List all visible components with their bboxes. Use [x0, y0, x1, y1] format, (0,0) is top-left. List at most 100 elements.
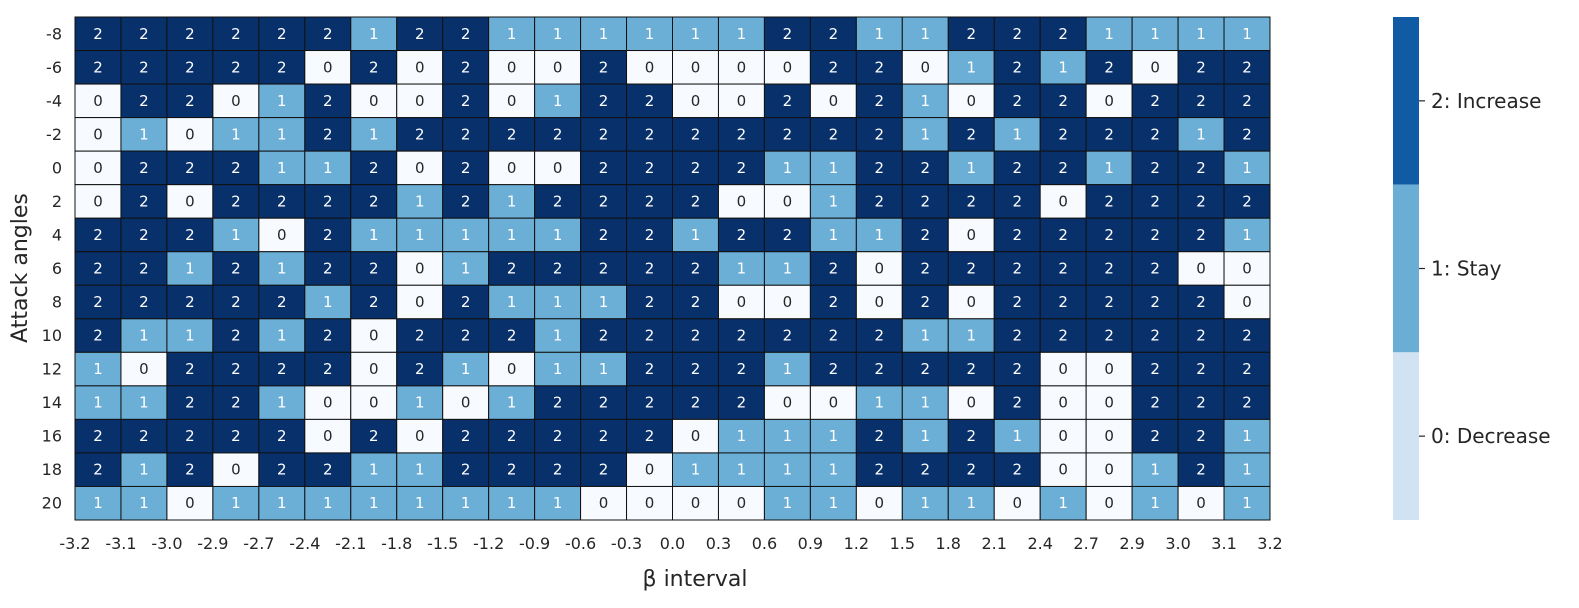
heatmap-cell — [993, 184, 1041, 219]
heatmap-cell — [1039, 351, 1087, 387]
heatmap-cell — [855, 485, 903, 521]
heatmap-cell — [1039, 452, 1087, 487]
heatmap-cell — [120, 16, 168, 52]
heatmap-cell-value: 2 — [1150, 125, 1160, 143]
heatmap-cell — [993, 83, 1041, 119]
heatmap-cell-value: 0 — [966, 394, 976, 412]
heatmap-cell — [258, 385, 306, 420]
heatmap-cell-value: 0 — [1104, 494, 1114, 512]
heatmap-cell-value: 2 — [553, 461, 563, 479]
heatmap-cell — [1131, 418, 1179, 454]
heatmap-cell-value: 0 — [231, 92, 241, 110]
heatmap-cell — [304, 452, 352, 487]
heatmap-cell-value: 1 — [737, 461, 747, 479]
heatmap-cell-value: 0 — [737, 92, 747, 110]
heatmap-cell-value: 1 — [369, 461, 379, 479]
heatmap-cell-value: 2 — [1150, 360, 1160, 378]
heatmap-cell-value: 2 — [691, 260, 701, 278]
heatmap-cell — [763, 418, 811, 454]
heatmap-cell-value: 2 — [599, 260, 609, 278]
heatmap-cell — [717, 318, 765, 353]
heatmap-cell-value: 1 — [783, 461, 793, 479]
heatmap-cell-value: 1 — [1242, 226, 1252, 244]
heatmap-cell — [672, 452, 719, 487]
heatmap-cell-value: 0 — [691, 494, 701, 512]
heatmap-cell-value: 1 — [875, 226, 885, 244]
x-tick-label: 1.5 — [890, 534, 915, 553]
heatmap-cell-value: 2 — [645, 159, 655, 177]
heatmap-cell — [993, 418, 1041, 454]
y-tick-label: 14 — [42, 393, 62, 412]
heatmap-cell — [1085, 452, 1133, 487]
heatmap-cell — [1177, 184, 1225, 219]
heatmap-cell-value: 0 — [1104, 394, 1114, 412]
heatmap-cell-value: 0 — [507, 92, 517, 110]
heatmap-cell — [166, 418, 214, 454]
heatmap-cell-value: 2 — [139, 25, 149, 43]
heatmap-cell-value: 1 — [966, 327, 976, 345]
heatmap-cell-value: 0 — [461, 394, 471, 412]
heatmap-cell-value: 2 — [875, 92, 885, 110]
heatmap-cell-value: 0 — [369, 327, 379, 345]
heatmap-cell-value: 2 — [1150, 293, 1160, 311]
x-tick-label: -3.1 — [105, 534, 136, 553]
heatmap-cell — [120, 184, 168, 219]
heatmap-cell-value: 2 — [93, 25, 103, 43]
heatmap-cell-value: 1 — [875, 394, 885, 412]
heatmap-cell-value: 1 — [507, 226, 517, 244]
heatmap-cell-value: 2 — [415, 25, 425, 43]
heatmap-cell — [488, 485, 536, 521]
heatmap-cell-value: 1 — [921, 327, 931, 345]
heatmap-cell — [855, 452, 903, 487]
heatmap-cell-value: 2 — [369, 192, 379, 210]
heatmap-cell — [626, 318, 673, 353]
heatmap-cell — [74, 351, 122, 387]
heatmap-cell — [901, 16, 949, 52]
heatmap-cell-value: 1 — [1242, 494, 1252, 512]
heatmap-cell-value: 2 — [691, 360, 701, 378]
heatmap-cell — [1131, 150, 1179, 186]
heatmap-cell — [1177, 318, 1225, 353]
heatmap-cell-value: 2 — [875, 58, 885, 76]
heatmap-cell — [304, 217, 352, 253]
heatmap-cell-value: 2 — [875, 159, 885, 177]
heatmap-cell-value: 2 — [599, 125, 609, 143]
heatmap-cell — [212, 351, 260, 387]
heatmap-cell — [304, 418, 352, 454]
heatmap-cell-value: 2 — [231, 327, 241, 345]
heatmap-cell-value: 0 — [829, 394, 839, 412]
heatmap-cell — [672, 16, 719, 52]
heatmap-cell-value: 1 — [507, 25, 517, 43]
heatmap-cell — [74, 16, 122, 52]
heatmap-cell — [74, 184, 122, 219]
heatmap-cell-value: 1 — [231, 494, 241, 512]
heatmap-cell-value: 1 — [507, 394, 517, 412]
heatmap-cell-value: 2 — [1012, 92, 1022, 110]
heatmap-cell — [1177, 50, 1225, 85]
heatmap-cell — [74, 150, 122, 186]
x-tick-label: -2.1 — [335, 534, 366, 553]
heatmap-cell-value: 2 — [139, 427, 149, 445]
heatmap-cell-value: 1 — [461, 226, 471, 244]
y-tick-label: 8 — [52, 293, 62, 312]
heatmap-cell-value: 0 — [1058, 461, 1068, 479]
heatmap-cell-value: 1 — [599, 293, 609, 311]
heatmap-cell — [580, 184, 628, 219]
heatmap-cell-value: 1 — [415, 226, 425, 244]
heatmap-cell-value: 2 — [599, 159, 609, 177]
heatmap-cell-value: 0 — [691, 427, 701, 445]
heatmap-cell-value: 0 — [231, 461, 241, 479]
heatmap-cell-value: 2 — [691, 394, 701, 412]
heatmap-cell — [580, 16, 628, 52]
heatmap-cell — [166, 318, 214, 353]
heatmap-cell-value: 2 — [1012, 159, 1022, 177]
heatmap-cell-value: 2 — [1058, 260, 1068, 278]
heatmap-cell-value: 1 — [369, 25, 379, 43]
heatmap-cell-value: 2 — [1012, 260, 1022, 278]
heatmap-cell-value: 1 — [1196, 125, 1206, 143]
heatmap-cell-value: 0 — [185, 192, 195, 210]
heatmap-cell-value: 2 — [369, 159, 379, 177]
heatmap-cell-value: 2 — [1150, 394, 1160, 412]
heatmap-cell-value: 2 — [1150, 159, 1160, 177]
heatmap-cell-value: 2 — [507, 427, 517, 445]
